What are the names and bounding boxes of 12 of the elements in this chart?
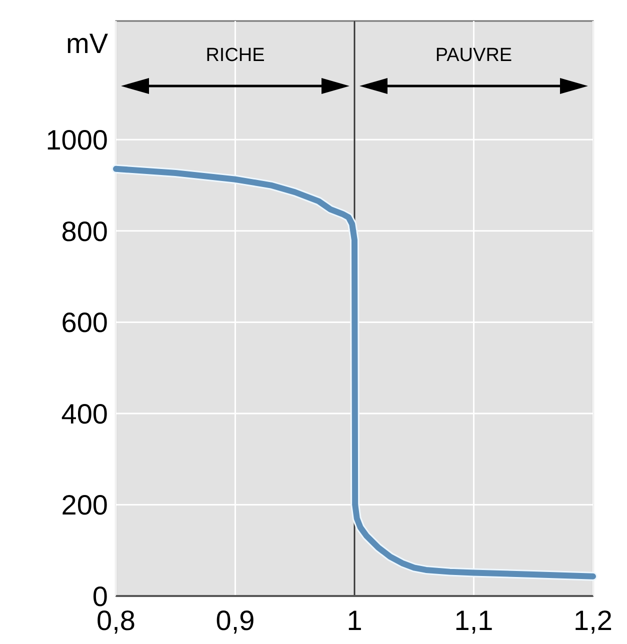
annotation: RICHE [206,45,265,66]
y-tick-label: 1000 [46,124,108,156]
x-tick-label: 1,2 [574,605,612,636]
y-tick-label: 400 [61,398,108,430]
annotation: PAUVRE [435,45,512,66]
y-tick-label: 600 [61,307,108,338]
x-tick-label: 1 [346,605,362,636]
x-tick-label: 0,9 [216,605,255,636]
y-tick-label: 800 [61,216,108,247]
y-tick-label: 200 [61,490,108,521]
x-tick-label: 1,1 [454,605,494,636]
y-axis-title: mV [66,28,108,59]
